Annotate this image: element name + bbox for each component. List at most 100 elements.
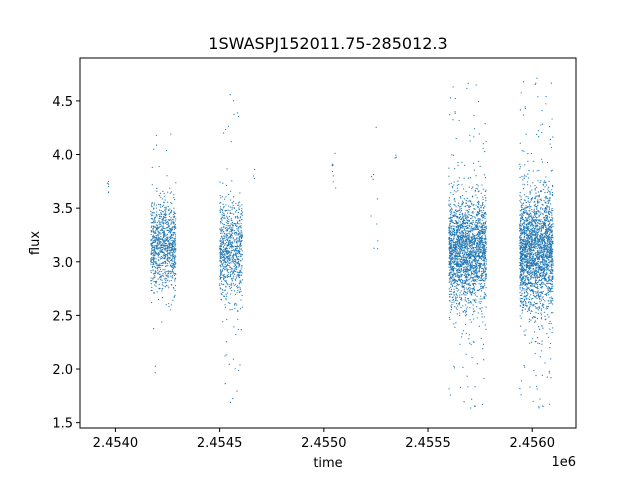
data-point: [483, 296, 485, 298]
data-point: [224, 254, 226, 257]
data-point: [460, 290, 462, 292]
data-point: [547, 244, 549, 246]
data-point: [476, 278, 478, 280]
data-point: [168, 257, 170, 259]
data-point: [532, 293, 534, 295]
data-point: [480, 267, 483, 269]
data-point: [452, 271, 454, 273]
data-point: [174, 220, 176, 222]
data-point: [472, 277, 474, 279]
data-point: [485, 236, 487, 238]
data-point: [458, 238, 460, 240]
data-point: [451, 208, 453, 210]
data-point: [464, 233, 466, 235]
data-point: [237, 255, 239, 258]
data-point: [161, 222, 163, 224]
data-point: [231, 180, 233, 182]
data-point: [155, 247, 158, 249]
data-point: [234, 279, 237, 281]
data-point: [168, 302, 170, 305]
data-point: [465, 353, 467, 356]
data-point: [234, 259, 237, 261]
data-point: [482, 196, 484, 198]
data-point: [529, 305, 531, 307]
data-point: [152, 258, 154, 260]
data-point: [475, 264, 478, 266]
data-point: [163, 201, 165, 204]
data-point: [223, 254, 225, 256]
data-point: [482, 217, 485, 219]
data-point: [221, 263, 223, 265]
data-point: [224, 355, 226, 357]
data-point: [163, 193, 165, 195]
data-point: [485, 273, 487, 275]
data-point: [472, 162, 475, 164]
data-point: [240, 282, 242, 284]
data-point: [454, 253, 456, 255]
data-point: [465, 244, 467, 246]
data-point: [527, 249, 529, 251]
data-point: [462, 237, 464, 239]
data-point: [536, 247, 539, 249]
data-point: [461, 217, 463, 219]
data-point: [228, 284, 230, 286]
data-point: [154, 254, 156, 256]
data-point: [458, 266, 461, 268]
data-point: [481, 184, 483, 186]
data-point: [150, 225, 153, 227]
data-point: [231, 208, 233, 210]
data-point: [519, 166, 521, 168]
data-point: [475, 247, 477, 249]
data-point: [231, 309, 233, 311]
data-point: [235, 245, 237, 248]
data-point: [462, 226, 464, 228]
data-point: [466, 233, 468, 235]
data-point: [475, 84, 477, 86]
data-point: [169, 251, 171, 253]
data-point: [156, 243, 158, 245]
data-point: [151, 221, 153, 224]
data-point: [223, 257, 225, 259]
data-point: [159, 267, 161, 269]
data-point: [457, 180, 459, 182]
data-point: [231, 257, 233, 259]
data-point: [237, 261, 239, 264]
data-point: [481, 235, 484, 237]
data-point: [173, 247, 176, 249]
data-point: [483, 248, 485, 250]
data-point: [154, 273, 156, 275]
data-point: [172, 234, 174, 236]
data-point: [480, 239, 482, 241]
data-point: [533, 271, 535, 273]
data-point: [474, 310, 476, 312]
data-point: [455, 252, 457, 254]
data-point: [164, 245, 166, 247]
data-point: [477, 250, 480, 252]
data-point: [173, 228, 176, 230]
data-point: [537, 290, 539, 292]
data-point: [453, 246, 455, 248]
data-point: [230, 219, 232, 221]
data-point: [376, 248, 379, 250]
data-point: [479, 232, 481, 234]
data-point: [454, 258, 456, 260]
data-point: [478, 204, 480, 206]
data-point: [464, 251, 467, 253]
data-point: [229, 302, 231, 305]
data-point: [484, 245, 486, 248]
data-point: [463, 268, 465, 270]
data-point: [547, 253, 549, 256]
data-point: [164, 263, 166, 265]
data-point: [454, 278, 456, 280]
data-point: [232, 255, 234, 258]
data-point: [229, 226, 231, 228]
data-point: [462, 282, 464, 284]
data-point: [161, 257, 164, 259]
data-point: [468, 269, 470, 271]
data-point: [160, 245, 163, 247]
data-point: [170, 284, 173, 286]
data-point: [159, 220, 161, 222]
data-point: [538, 136, 540, 138]
data-point: [231, 241, 233, 243]
data-point: [169, 238, 171, 240]
